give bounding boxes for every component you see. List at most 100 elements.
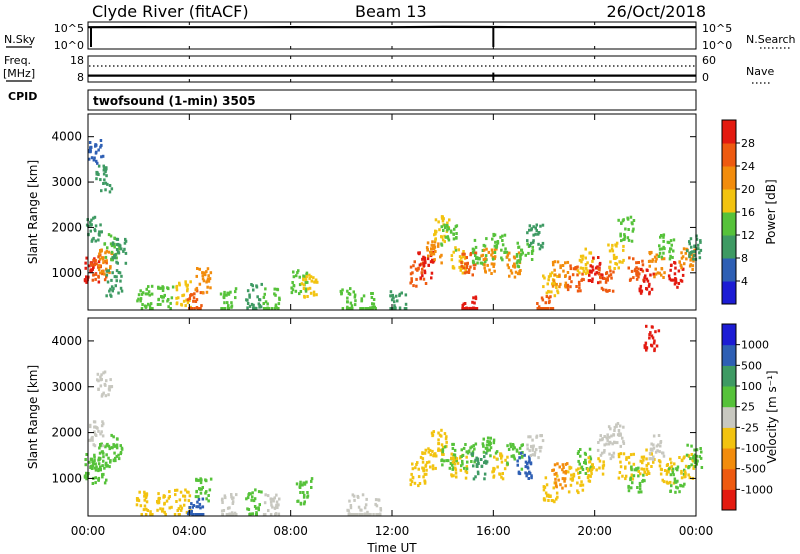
data-cell xyxy=(555,497,558,501)
data-cell xyxy=(358,512,362,516)
data-cell xyxy=(446,228,449,232)
data-cell xyxy=(423,256,426,260)
data-cell xyxy=(400,291,403,295)
data-cell xyxy=(339,289,343,293)
data-cell xyxy=(583,461,586,464)
data-cell xyxy=(490,253,493,257)
data-cell xyxy=(175,500,178,503)
data-cell xyxy=(566,271,570,274)
data-cell xyxy=(269,497,272,501)
data-cell xyxy=(409,483,413,487)
data-cell xyxy=(137,293,141,297)
data-cell xyxy=(604,288,608,292)
data-cell xyxy=(491,237,494,241)
data-cell xyxy=(146,292,149,296)
data-cell xyxy=(106,182,109,186)
data-cell xyxy=(201,505,205,509)
data-cell xyxy=(581,483,585,487)
data-cell xyxy=(700,450,703,454)
data-cell xyxy=(689,237,693,241)
data-cell xyxy=(477,462,480,465)
data-cell xyxy=(617,476,621,480)
data-cell xyxy=(610,247,614,251)
data-cell xyxy=(569,466,573,470)
data-cell xyxy=(607,274,611,278)
data-cell xyxy=(668,257,672,261)
data-cell xyxy=(674,280,677,284)
data-cell xyxy=(308,286,312,290)
data-cell xyxy=(554,273,557,277)
data-cell xyxy=(693,248,696,252)
data-cell xyxy=(312,290,316,294)
data-cell xyxy=(418,252,421,256)
data-cell xyxy=(627,489,631,493)
data-cell xyxy=(160,295,163,298)
data-cell xyxy=(669,457,672,461)
data-cell xyxy=(564,281,568,285)
data-cell xyxy=(101,420,104,424)
data-cell xyxy=(659,444,662,448)
data-cell xyxy=(488,448,491,452)
data-cell xyxy=(591,265,594,269)
colorbar-segment xyxy=(722,324,736,346)
data-cell xyxy=(149,302,153,306)
data-cell xyxy=(93,425,96,429)
data-cell xyxy=(474,245,478,249)
data-cell xyxy=(652,272,655,276)
data-cell xyxy=(591,259,594,263)
data-cell xyxy=(187,499,191,503)
data-cell xyxy=(619,232,622,236)
data-cell xyxy=(650,343,653,347)
data-cell xyxy=(195,505,198,509)
data-cell xyxy=(554,481,557,485)
data-cell xyxy=(226,513,229,516)
data-cell xyxy=(451,442,454,446)
data-cell xyxy=(577,450,580,453)
data-cell xyxy=(623,233,626,237)
data-cell xyxy=(96,171,99,175)
data-cell xyxy=(221,307,224,310)
data-cell xyxy=(584,263,588,266)
data-cell xyxy=(98,458,101,462)
data-cell xyxy=(692,257,695,261)
data-cell xyxy=(687,473,690,477)
data-cell xyxy=(597,441,600,444)
data-cell xyxy=(468,306,471,310)
y-tick-label: 3000 xyxy=(51,380,82,394)
data-cell xyxy=(223,293,226,297)
data-cell xyxy=(576,269,580,273)
data-cell xyxy=(520,444,523,448)
data-cell xyxy=(443,226,447,230)
data-cell xyxy=(597,256,600,259)
data-cell xyxy=(430,276,433,280)
data-cell xyxy=(577,476,581,480)
data-cell xyxy=(313,280,317,284)
data-cell xyxy=(489,454,492,458)
data-cell xyxy=(93,420,97,424)
data-cell xyxy=(100,394,104,398)
data-cell xyxy=(205,290,209,294)
data-cell xyxy=(349,504,353,507)
data-cell xyxy=(526,462,529,465)
data-cell xyxy=(589,466,592,470)
data-cell xyxy=(423,451,427,455)
data-cell xyxy=(194,300,198,303)
data-cell xyxy=(657,434,661,437)
data-cell xyxy=(361,493,365,497)
data-cell xyxy=(460,261,463,264)
data-cell xyxy=(651,259,654,263)
data-cell xyxy=(660,247,664,251)
data-cell xyxy=(295,274,298,278)
data-cell xyxy=(231,500,235,504)
data-cell xyxy=(452,250,455,254)
data-cell xyxy=(473,238,477,242)
data-cell xyxy=(608,452,611,456)
data-cell xyxy=(201,513,205,516)
data-cell xyxy=(432,244,435,248)
data-cell xyxy=(551,469,554,472)
data-cell xyxy=(556,291,560,295)
data-cell xyxy=(579,266,583,270)
data-cell xyxy=(456,461,460,465)
data-cell xyxy=(114,456,117,460)
